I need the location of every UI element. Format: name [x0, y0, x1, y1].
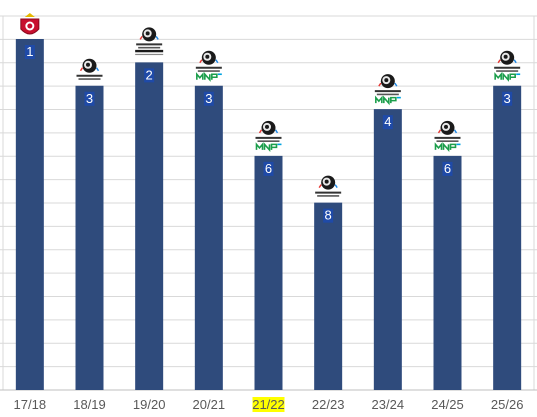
data-label: 6 — [265, 161, 272, 176]
rpl-mir-logo — [195, 50, 222, 82]
rpl-mir-logo — [434, 120, 461, 152]
rank-label-bg — [263, 161, 274, 176]
rank-labels: 1 3 2 3 6 8 4 6 3 — [24, 44, 513, 223]
rpl-mir-logo — [374, 74, 401, 106]
rpl-logo — [315, 175, 342, 197]
rpl-mir-logo — [255, 120, 282, 152]
rank-label-bg — [502, 91, 513, 106]
bar — [493, 85, 522, 390]
bar — [15, 39, 44, 390]
x-tick-label: 24/25 — [431, 397, 464, 412]
bars — [15, 39, 522, 390]
data-label: 3 — [504, 91, 511, 106]
x-tick-labels: 17/18 18/19 19/20 20/21 21/22 22/23 23/24 24/25… — [14, 397, 524, 412]
bar — [254, 155, 283, 390]
rank-label-bg — [203, 91, 214, 106]
bar — [433, 155, 462, 390]
league-logos — [20, 13, 521, 197]
data-label: 6 — [444, 161, 451, 176]
x-tick-label: 22/23 — [312, 397, 345, 412]
rpl-logo — [76, 58, 103, 80]
data-label: 1 — [26, 44, 33, 59]
bar — [373, 109, 402, 390]
rank-label-bg — [84, 91, 95, 106]
fnl-crest-logo — [20, 13, 40, 35]
rpl-mir-logo — [494, 50, 521, 82]
data-label: 4 — [384, 114, 391, 129]
bar — [135, 62, 164, 390]
rank-label-bg — [382, 115, 393, 130]
tick-highlight — [252, 397, 285, 412]
x-tick-label: 18/19 — [73, 397, 106, 412]
rank-label-bg — [323, 208, 334, 223]
data-label: 3 — [205, 91, 212, 106]
rank-label-bg — [24, 45, 35, 59]
x-tick-label: 23/24 — [372, 397, 405, 412]
x-tick-label: 25/26 — [491, 397, 524, 412]
data-label: 8 — [325, 208, 332, 223]
x-tick-label: 17/18 — [14, 397, 47, 412]
x-tick-label: 21/22 — [252, 397, 285, 412]
bar — [75, 85, 104, 390]
bar — [314, 202, 343, 390]
rank-label-bg — [144, 68, 155, 83]
data-label: 3 — [86, 91, 93, 106]
rank-label-bg — [442, 161, 453, 176]
rpl-tinkoff-logo — [135, 27, 164, 56]
x-tick-label: 19/20 — [133, 397, 166, 412]
data-label: 2 — [146, 67, 153, 82]
x-tick-label: 20/21 — [193, 397, 226, 412]
bar — [194, 85, 223, 390]
